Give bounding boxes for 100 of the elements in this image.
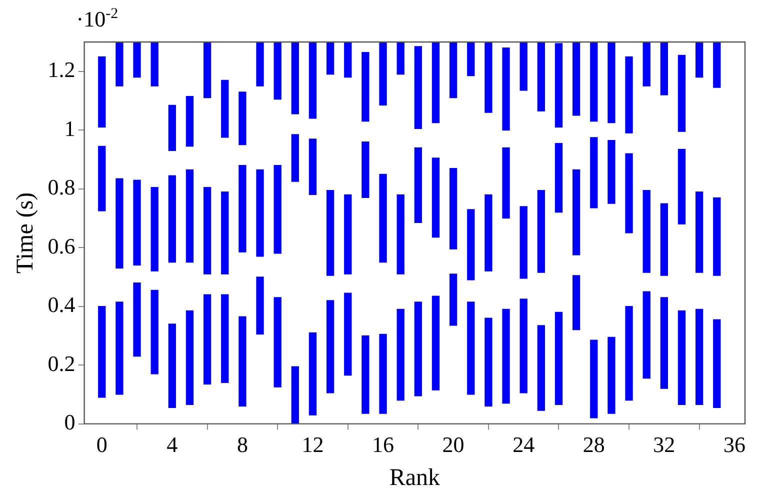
x-tick-label: 20 <box>442 432 464 457</box>
x-tick-label: 32 <box>653 432 676 457</box>
y-tick-label: 1.2 <box>48 57 76 82</box>
bar <box>203 42 212 98</box>
bar <box>186 169 194 263</box>
bar <box>308 332 317 416</box>
bar <box>713 319 721 408</box>
bar <box>642 291 650 379</box>
bar <box>695 42 704 78</box>
x-tick-label: 4 <box>166 432 178 457</box>
bar <box>256 169 264 257</box>
x-tick-label: 36 <box>723 432 746 457</box>
bar <box>625 153 633 234</box>
y-tick-label: 0 <box>64 410 76 435</box>
bar <box>678 54 686 132</box>
bar <box>362 142 370 198</box>
bar <box>713 42 721 88</box>
bar <box>396 308 404 401</box>
bar <box>432 158 440 238</box>
y-tick-label: 0.8 <box>48 174 76 200</box>
bar <box>572 169 580 256</box>
bar <box>467 42 475 76</box>
bar <box>554 43 563 128</box>
bar <box>150 187 158 272</box>
bar <box>449 274 458 326</box>
y-tick-label: 1 <box>64 116 76 141</box>
bar <box>537 42 545 112</box>
bar <box>520 42 528 91</box>
bar <box>396 42 404 75</box>
bar <box>554 312 563 406</box>
bar <box>291 366 299 424</box>
bar <box>116 178 124 268</box>
bar <box>537 325 545 411</box>
bar <box>362 52 370 122</box>
bar <box>291 134 299 182</box>
bar <box>625 306 633 401</box>
y-axis-title: Time (s) <box>12 192 39 274</box>
bar <box>133 42 141 78</box>
bar <box>186 310 194 406</box>
bar <box>396 194 404 274</box>
x-tick-label: 12 <box>302 432 324 457</box>
bar <box>98 146 106 212</box>
bar <box>379 334 387 414</box>
bar <box>502 48 510 130</box>
bar <box>467 302 475 395</box>
bar <box>98 56 106 128</box>
bar <box>660 203 668 276</box>
bar <box>414 46 422 129</box>
y-tick-label: 0.2 <box>48 350 76 376</box>
bar <box>168 175 176 263</box>
bar <box>116 302 124 395</box>
bar <box>554 142 563 213</box>
bar <box>660 42 668 96</box>
x-axis-title: Rank <box>389 464 440 491</box>
bar <box>432 296 440 390</box>
bar <box>414 147 422 223</box>
bar <box>344 194 352 274</box>
bar <box>660 297 668 389</box>
bar <box>116 42 124 86</box>
bar <box>625 56 633 134</box>
bar <box>695 191 704 273</box>
bar <box>308 138 317 196</box>
x-tick-label: 24 <box>512 432 535 457</box>
bar <box>274 165 282 254</box>
bar <box>590 42 598 122</box>
bar <box>379 174 387 263</box>
bar <box>133 180 141 266</box>
y-tick-label: 0.4 <box>48 292 76 318</box>
bar <box>326 42 334 75</box>
bar <box>678 148 686 224</box>
bar <box>326 300 334 394</box>
bar <box>274 42 282 100</box>
bar <box>186 96 194 147</box>
bar <box>238 316 246 407</box>
bar <box>308 42 317 119</box>
bar <box>98 306 106 398</box>
bar <box>221 191 229 274</box>
text: ·10$^{-2}$ <box>76 6 118 32</box>
bar <box>168 104 176 151</box>
bar <box>642 190 650 273</box>
bar <box>484 194 492 272</box>
x-tick-label: 0 <box>96 432 108 457</box>
y-tick-label: 0.6 <box>48 233 76 258</box>
bar <box>502 308 510 404</box>
bar <box>326 190 334 276</box>
x-tick-label: 16 <box>372 432 394 457</box>
bar <box>608 42 616 124</box>
bar <box>520 206 528 279</box>
bar <box>221 294 229 384</box>
x-tick-label: 28 <box>582 432 605 457</box>
bar <box>678 310 686 406</box>
bar <box>168 324 176 408</box>
bar <box>572 42 580 116</box>
bar <box>502 147 510 219</box>
bar <box>344 42 352 78</box>
bar <box>520 298 528 394</box>
bar <box>449 42 458 98</box>
x-tick-label: 8 <box>236 432 248 457</box>
bar <box>642 42 650 86</box>
bar <box>150 42 158 86</box>
